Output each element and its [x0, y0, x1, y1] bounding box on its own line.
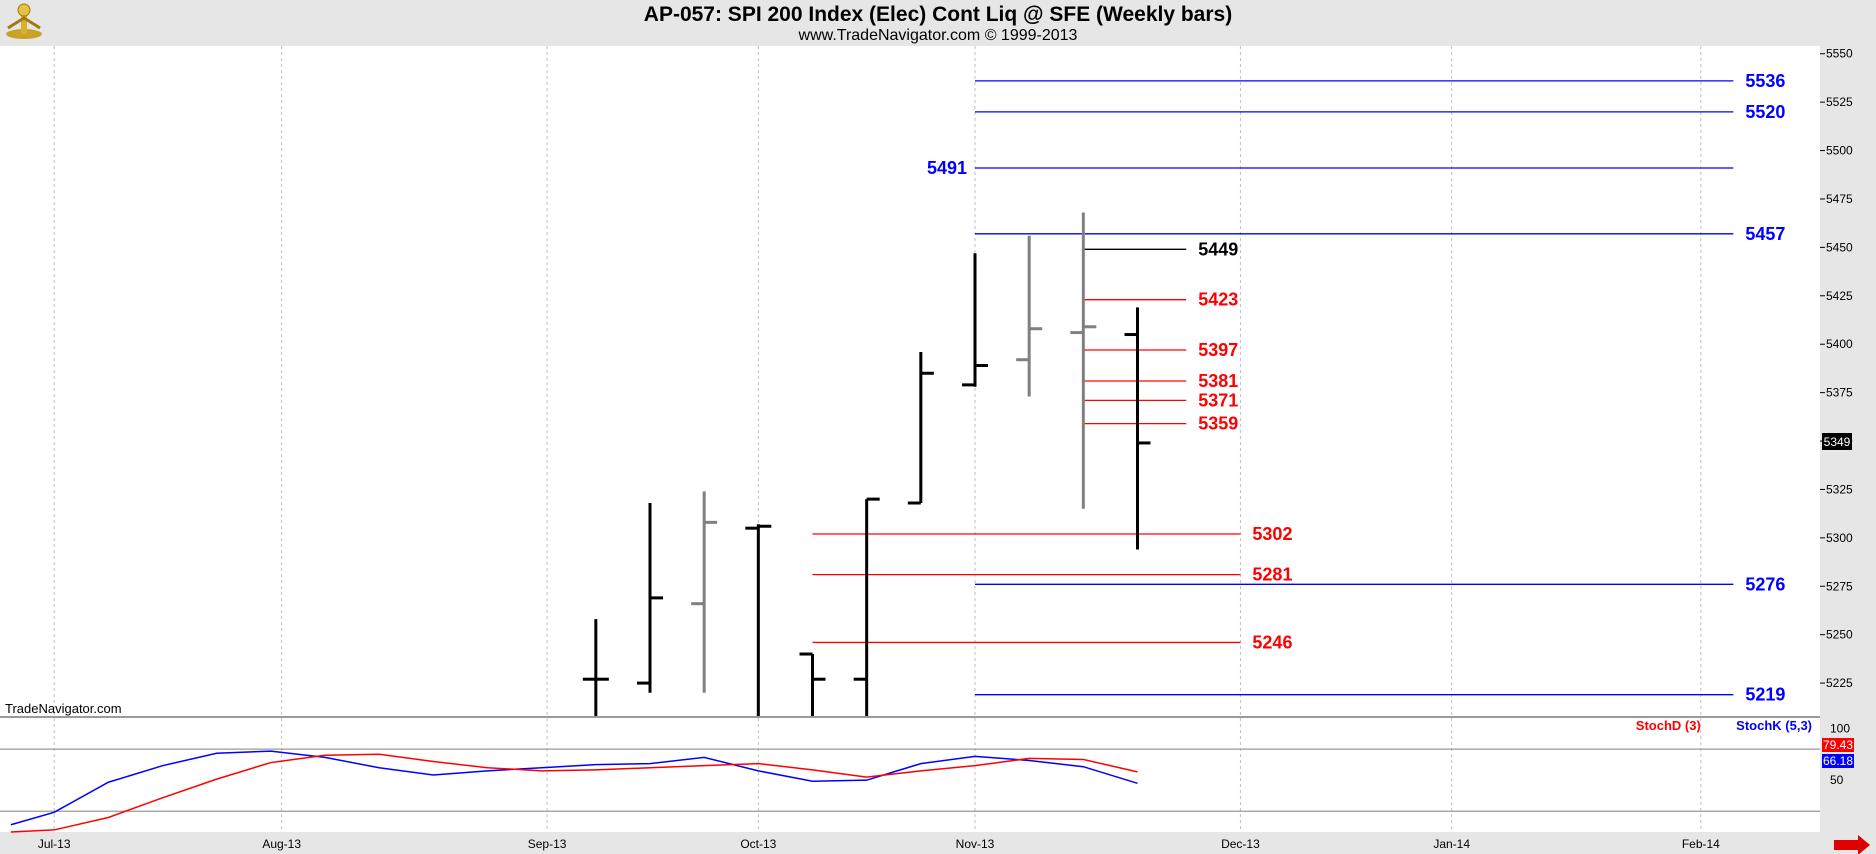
- scroll-right-arrow-icon[interactable]: [1834, 835, 1870, 854]
- level-label: 5457: [1745, 224, 1785, 244]
- level-label: 5381: [1198, 371, 1238, 391]
- level-label: 5246: [1252, 632, 1292, 652]
- osc-y-tick-label: 50: [1830, 773, 1844, 787]
- date-axis: Jul-13 Aug-13 Sep-13 Oct-13 Nov-13 Dec-13 Jan-…: [38, 837, 1720, 851]
- ohlc-bars: [582, 212, 1151, 716]
- x-tick-label: Jul-13: [38, 837, 71, 851]
- level-label: 5371: [1198, 390, 1238, 410]
- level-label: 5359: [1198, 414, 1238, 434]
- y-tick-label: 5275: [1826, 579, 1853, 593]
- price-panel: [0, 46, 1820, 716]
- oscillator-legend-entry: StochD (3): [1636, 718, 1701, 733]
- level-label: 5423: [1198, 290, 1238, 310]
- x-tick-label: Dec-13: [1221, 837, 1260, 851]
- y-tick-label: 5325: [1826, 482, 1853, 496]
- y-tick-label: 5475: [1826, 192, 1853, 206]
- y-tick-label: 5425: [1826, 289, 1853, 303]
- y-tick-label: 5500: [1826, 144, 1853, 158]
- trade-navigator-logo-icon[interactable]: [6, 3, 42, 39]
- level-label: 5491: [927, 158, 967, 178]
- x-tick-label: Jan-14: [1433, 837, 1470, 851]
- level-label: 5276: [1745, 574, 1785, 594]
- x-tick-label: Nov-13: [956, 837, 995, 851]
- y-tick-label: 5450: [1826, 240, 1853, 254]
- stoch-d-value-tag: [1822, 738, 1854, 752]
- bottom-axis-band: [0, 832, 1876, 854]
- chart-title: AP-057: SPI 200 Index (Elec) Cont Liq @ …: [644, 3, 1232, 26]
- level-label: 5520: [1745, 102, 1785, 122]
- oscillator-panel: [0, 718, 1820, 832]
- y-tick-label: 5225: [1826, 676, 1853, 690]
- level-label: 5281: [1252, 565, 1292, 585]
- last-price-value: 5349: [1824, 435, 1851, 449]
- oscillator-legend-entry: StochK (5,3): [1736, 718, 1812, 733]
- watermark-label: TradeNavigator.com: [5, 701, 122, 716]
- level-label: 5397: [1198, 340, 1238, 360]
- stochastic-oscillator: 50 100 StochK (5,3) StochD (3) 79.43 66.18: [0, 718, 1854, 833]
- x-tick-label: Oct-13: [740, 837, 776, 851]
- last-price-tag: [1822, 433, 1852, 450]
- y-tick-label: 5550: [1826, 47, 1853, 61]
- y-tick-label: 5375: [1826, 386, 1853, 400]
- y-tick-label: 5400: [1826, 337, 1853, 351]
- level-label: 5302: [1252, 524, 1292, 544]
- x-tick-label: Sep-13: [528, 837, 567, 851]
- chart-subtitle: www.TradeNavigator.com © 1999-2013: [798, 27, 1078, 44]
- level-label: 5449: [1198, 239, 1238, 259]
- price-axis: 5225525052755300532553505375540054255450…: [1820, 47, 1853, 690]
- y-tick-label: 5525: [1826, 95, 1853, 109]
- x-tick-label: Aug-13: [262, 837, 301, 851]
- level-label: 5536: [1745, 71, 1785, 91]
- osc-y-tick-label: 100: [1830, 721, 1850, 735]
- y-tick-label: 5250: [1826, 628, 1853, 642]
- level-label: 5219: [1745, 685, 1785, 705]
- x-tick-label: Feb-14: [1682, 837, 1720, 851]
- y-tick-label: 5300: [1826, 531, 1853, 545]
- stoch-d-value: 79.43: [1823, 738, 1853, 752]
- stoch-k-value-tag: [1822, 754, 1854, 768]
- vertical-gridlines: [53, 46, 1702, 832]
- title-band: [0, 0, 1876, 46]
- stoch-series-line: [10, 753, 1138, 833]
- stoch-series-line: [10, 750, 1138, 826]
- right-axis-band: [1820, 0, 1876, 854]
- stoch-k-value: 66.18: [1823, 754, 1853, 768]
